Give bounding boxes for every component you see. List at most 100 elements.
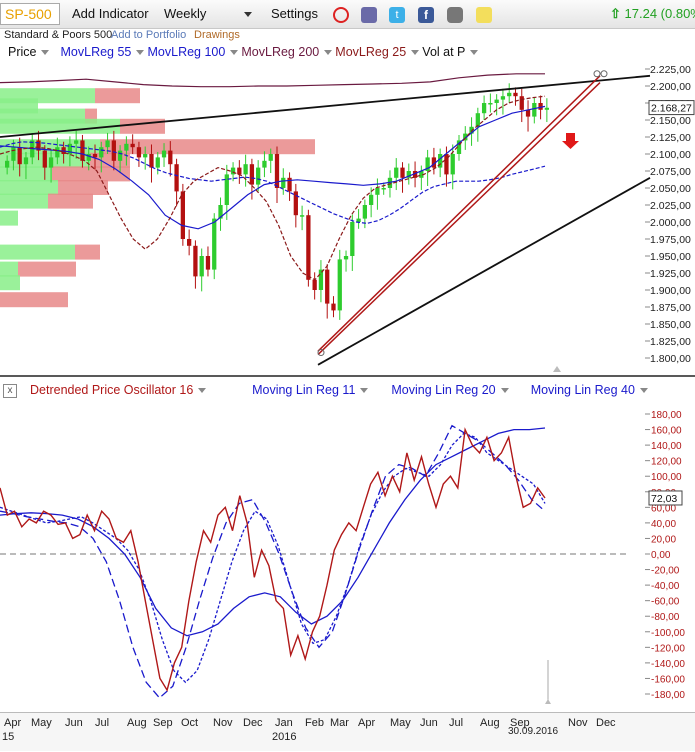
osc-tick-label: 180,00: [651, 410, 682, 421]
legend-item[interactable]: Vol at P: [422, 45, 479, 59]
price-tick-label: 1.825,00: [650, 336, 691, 348]
candle-body: [513, 92, 518, 97]
facebook-icon[interactable]: f: [418, 7, 434, 23]
candle-body: [438, 154, 443, 168]
legend-label: Moving Lin Reg 40: [530, 383, 635, 397]
chevron-down-icon[interactable]: [470, 50, 479, 56]
x-tick-label: May: [31, 717, 52, 729]
chevron-down-icon[interactable]: [136, 50, 145, 56]
legend-item[interactable]: Moving Lin Reg 40: [531, 383, 648, 397]
candle-body: [412, 171, 418, 178]
price-change: ⇧ 17.24 (0.80%): [610, 6, 695, 22]
candle-body: [243, 164, 248, 175]
candle-body: [5, 160, 10, 168]
osc-tick-label: -20,00: [651, 566, 680, 577]
legend-item[interactable]: MovLReg 55: [61, 45, 145, 59]
candle-body: [381, 188, 386, 190]
candle-body: [180, 191, 185, 239]
candle-body: [249, 164, 255, 185]
period-select[interactable]: Weekly: [164, 6, 207, 21]
add-indicator-button[interactable]: Add Indicator: [72, 6, 149, 21]
alarm-clock-icon[interactable]: [333, 7, 349, 23]
volume-profile-buy-bar: [0, 180, 58, 195]
legend-label: MovLReg 100: [147, 45, 226, 59]
candle-body: [425, 157, 430, 171]
chevron-down-icon[interactable]: [198, 388, 207, 394]
trendline-upper-resistance: [0, 74, 651, 138]
price-tick-label: 1.900,00: [650, 285, 691, 297]
candle-body: [400, 167, 405, 178]
drawings-link[interactable]: Drawings: [194, 29, 240, 41]
candle-body: [174, 164, 179, 192]
candle-body: [507, 92, 512, 97]
legend-item[interactable]: MovLReg 100: [148, 45, 239, 59]
candle-body: [475, 113, 480, 127]
candle-body: [387, 177, 393, 188]
candle-body: [318, 269, 324, 290]
legend-item[interactable]: MovLReg 25: [335, 45, 420, 59]
candle-body: [268, 154, 273, 161]
candle-body: [419, 171, 424, 178]
candle-body: [224, 174, 229, 205]
osc-tick-label: -140,00: [651, 659, 685, 670]
osc-tick-label: -80,00: [651, 612, 680, 623]
chevron-down-icon[interactable]: [411, 50, 420, 56]
legend-item[interactable]: Detrended Price Oscillator 16: [30, 383, 207, 397]
candle-body: [99, 147, 104, 158]
candle-body: [124, 143, 129, 151]
close-pane-icon[interactable]: x: [3, 384, 17, 398]
chevron-down-icon[interactable]: [639, 388, 648, 394]
settings-button[interactable]: Settings: [271, 6, 318, 21]
add-to-portfolio-link[interactable]: Add to Portfolio: [111, 29, 187, 41]
down-arrow-icon: [562, 133, 579, 149]
chevron-down-icon[interactable]: [360, 388, 369, 394]
chevron-down-icon[interactable]: [324, 50, 333, 56]
legend-item[interactable]: Moving Lin Reg 20: [391, 383, 509, 397]
candle-body: [168, 150, 173, 165]
osc-tick-label: -120,00: [651, 643, 685, 654]
x-tick-label: Sep: [153, 717, 173, 729]
camera-icon[interactable]: [447, 7, 463, 23]
candle-body: [218, 205, 223, 219]
candle-body: [74, 140, 79, 144]
candle-body: [362, 205, 367, 219]
candle-body: [48, 157, 54, 168]
chevron-down-icon[interactable]: [500, 388, 509, 394]
osc-tick-label: 120,00: [651, 457, 682, 468]
chevron-down-icon[interactable]: [230, 50, 239, 56]
candle-body: [230, 167, 236, 175]
notes-icon[interactable]: [361, 7, 377, 23]
toolbar: SP-500 Add Indicator Weekly Settings t f…: [0, 0, 695, 29]
candle-body: [312, 279, 317, 290]
moving-lin-reg-40-line: [0, 427, 546, 637]
legend-item[interactable]: MovLReg 200: [241, 45, 333, 59]
legend-label: Vol at P: [422, 45, 466, 59]
twitter-icon[interactable]: t: [389, 7, 405, 23]
x-tick-label: Aug: [480, 717, 500, 729]
candle-body: [199, 256, 204, 277]
last-osc-value: 72,03: [651, 493, 677, 505]
volume-profile-sell-bar: [0, 292, 68, 308]
candle-body: [262, 160, 267, 168]
chevron-down-icon[interactable]: [41, 50, 50, 56]
last-price-box: [648, 100, 695, 116]
symbol-input[interactable]: SP-500: [0, 3, 60, 25]
legend-item[interactable]: Price: [8, 45, 50, 59]
last-osc-box: [648, 490, 683, 506]
candle-body: [444, 154, 449, 175]
period-dropdown-icon[interactable]: [244, 12, 252, 17]
volume-profile-buy-bar: [0, 244, 75, 260]
osc-tick-label: 100,00: [651, 472, 682, 483]
scroll-marker-icon: [553, 366, 561, 372]
trendline-channel-1: [317, 75, 601, 352]
candle-body: [532, 103, 537, 117]
oscillator-legend-bar: x Detrended Price Oscillator 16 Moving Li…: [0, 382, 695, 400]
price-tick-label: 2.150,00: [650, 115, 691, 127]
osc-tick-label: 20,00: [651, 534, 676, 545]
movlreg-200-line: [0, 73, 545, 88]
sticky-note-icon[interactable]: [476, 7, 492, 23]
candle-body: [544, 107, 549, 110]
legend-item[interactable]: Moving Lin Reg 11: [252, 383, 369, 397]
trendline-channel-2: [317, 82, 601, 356]
